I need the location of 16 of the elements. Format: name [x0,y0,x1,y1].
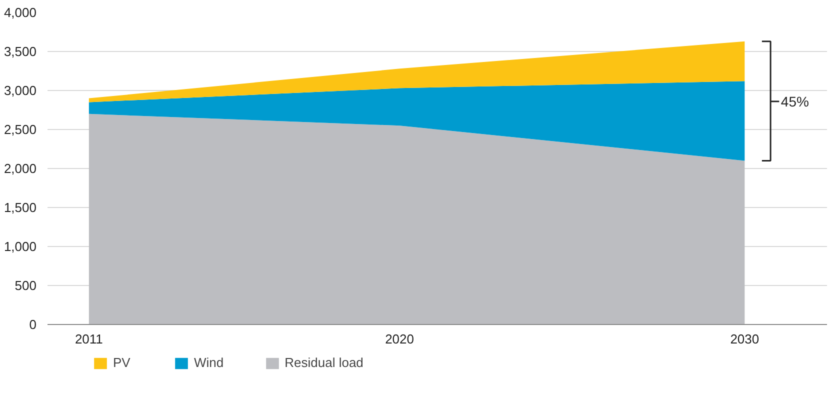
y-tick-label: 2,000 [4,161,37,176]
y-tick-label: 4,000 [4,5,37,20]
y-tick-label: 1,500 [4,200,37,215]
legend-label: Residual load [284,355,364,370]
x-tick-label: 2020 [385,332,414,346]
y-tick-label: 1,000 [4,239,37,254]
y-tick-label: 3,500 [4,44,37,59]
legend-label: PV [113,355,132,370]
y-tick-label: 0 [29,317,37,332]
y-tick-label: 2,500 [4,122,37,137]
legend-label: Wind [194,355,224,370]
y-tick-label: 3,000 [4,83,37,98]
y-tick-label: 500 [14,278,37,293]
x-tick-label: 2030 [730,332,760,346]
x-tick-label: 2011 [74,332,103,346]
annotation: 45% [780,93,809,110]
